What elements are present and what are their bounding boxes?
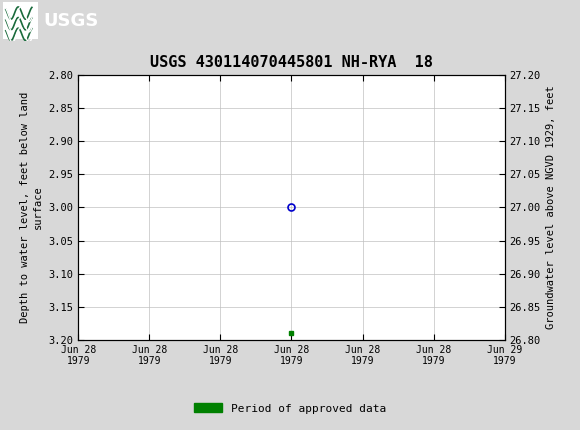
Y-axis label: Depth to water level, feet below land
surface: Depth to water level, feet below land su…	[20, 92, 43, 323]
FancyBboxPatch shape	[3, 2, 38, 39]
Legend: Period of approved data: Period of approved data	[190, 399, 390, 418]
Title: USGS 430114070445801 NH-RYA  18: USGS 430114070445801 NH-RYA 18	[150, 55, 433, 70]
Text: USGS: USGS	[44, 12, 99, 30]
Y-axis label: Groundwater level above NGVD 1929, feet: Groundwater level above NGVD 1929, feet	[546, 86, 556, 329]
